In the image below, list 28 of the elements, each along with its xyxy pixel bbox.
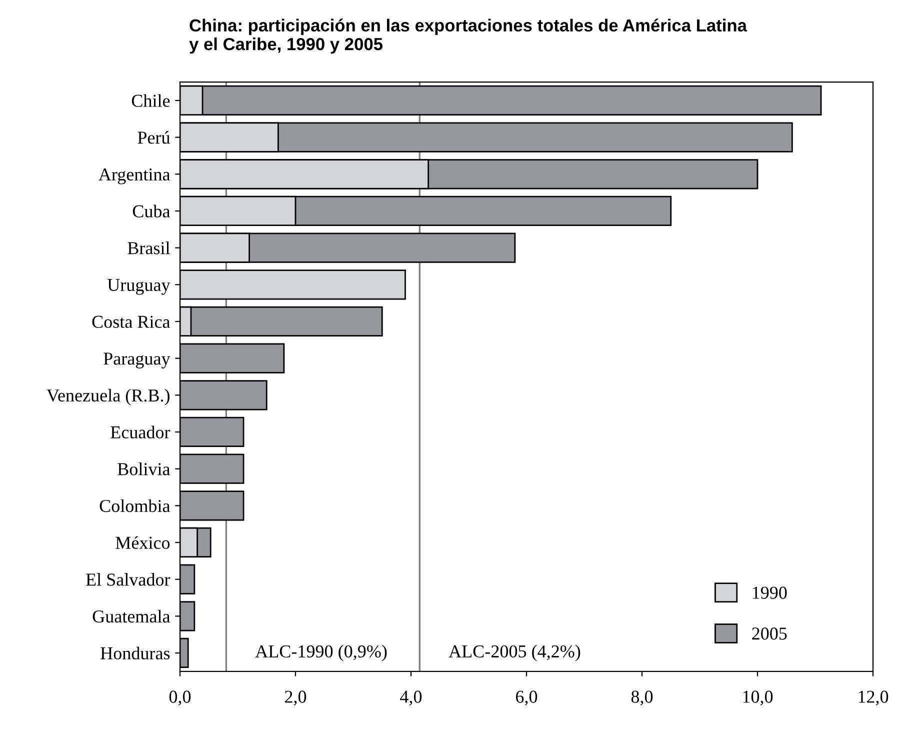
y-tick-label: Costa Rica [92, 316, 170, 328]
y-tick-label: Cuba [132, 204, 170, 218]
y-tick-label: México [116, 536, 170, 549]
y-tick-label: Colombia [100, 499, 170, 512]
ref-line-label: ALC-1990 (0,9%) [255, 644, 387, 662]
y-tick-label: Guatemala [92, 610, 170, 623]
x-tick-label: 6,0 [516, 690, 538, 706]
y-tick-label: Uruguay [107, 279, 170, 295]
legend-label: 2005 [752, 628, 787, 640]
y-tick-label: Brasil [128, 242, 170, 254]
x-tick-label: 10,0 [743, 690, 773, 706]
y-tick-label: Honduras [100, 646, 170, 660]
y-tick-label: Argentina [98, 168, 170, 184]
y-tick-label: Ecuador [110, 426, 170, 438]
legend-label: 1990 [752, 586, 787, 599]
x-tick-label: 12,0 [858, 690, 888, 706]
y-tick-label: El Salvador [86, 573, 170, 586]
y-tick-label: Paraguay [104, 352, 170, 368]
ref-line-label: ALC-2005 (4,2%) [448, 644, 580, 662]
x-tick-label: 8,0 [631, 690, 653, 706]
x-tick-label: 2,0 [285, 690, 306, 706]
y-tick-label: Bolivia [118, 462, 170, 476]
y-tick-label: Perú [138, 131, 170, 144]
x-tick-label: 4,0 [400, 690, 422, 706]
chart-title: China: participación en las exportaciones totales de América Latina y el Caribe, 1990 y 2005 [189, 18, 748, 54]
x-tick-label: 0,0 [169, 690, 191, 706]
y-tick-label: Chile [132, 94, 170, 107]
y-tick-label: Venezuela (R.B.) [46, 388, 170, 406]
